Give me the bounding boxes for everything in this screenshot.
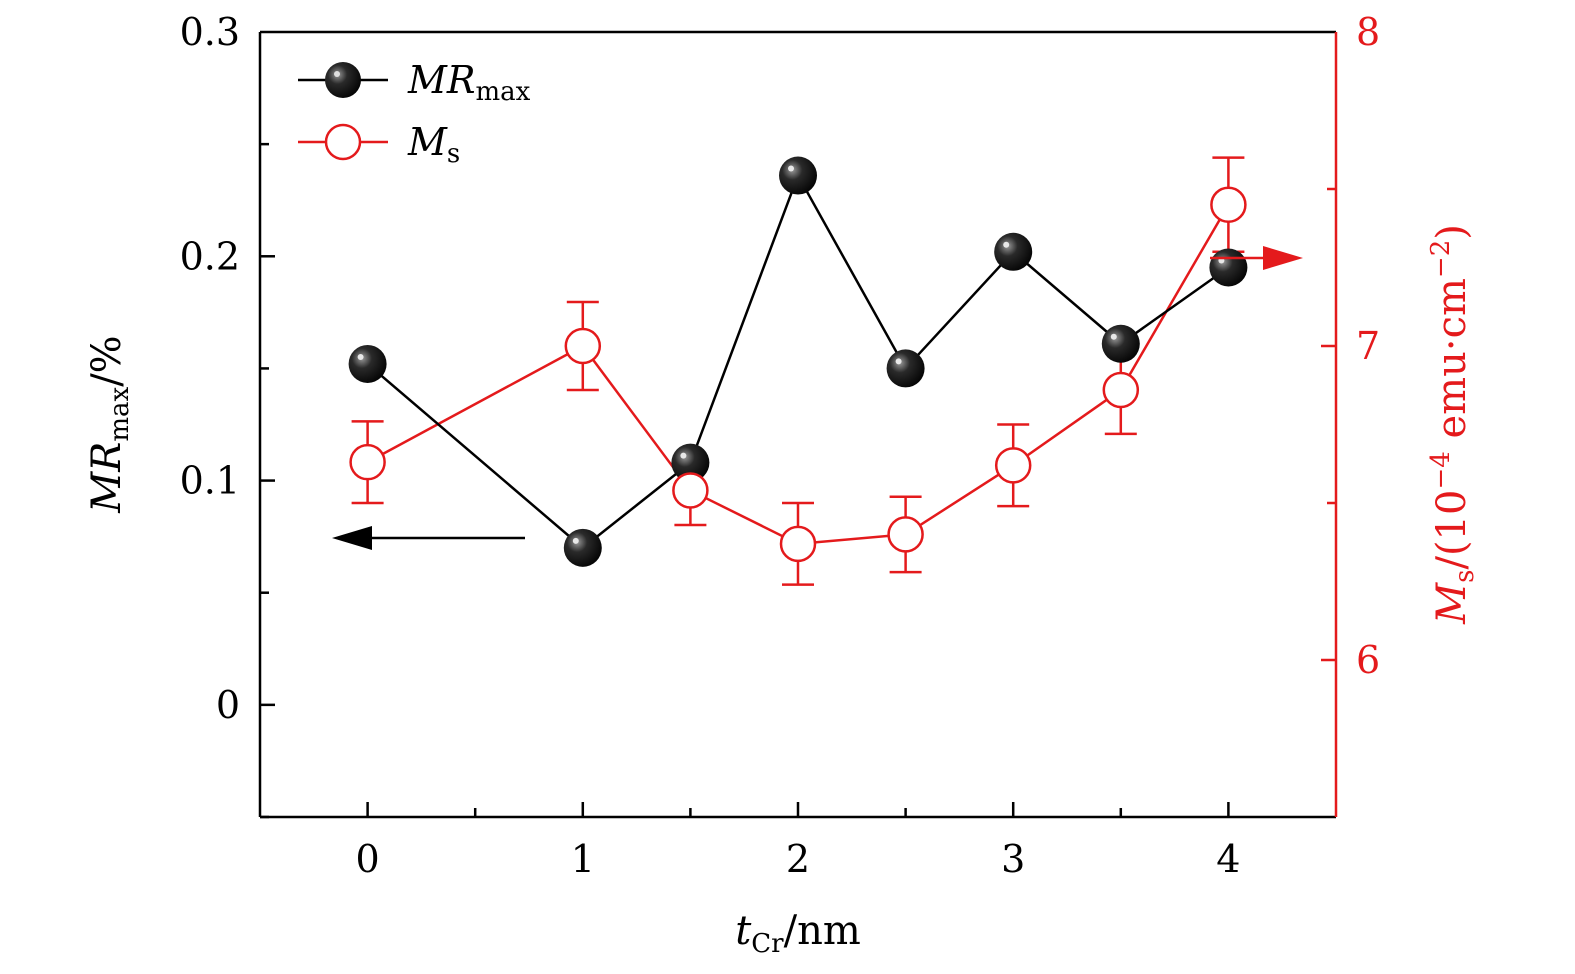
legend-marker-highlight [334,71,340,77]
legend-label-ms: Ms [407,120,460,169]
mr-max-point-highlight [680,452,687,459]
left-arrow-head [332,526,372,550]
y-axis-left-title: MRmax/% [84,335,135,513]
mr-max-point-highlight [788,165,794,172]
legend: MRmax Ms [298,58,531,169]
right-arrow-head [1263,246,1303,270]
y-right-tick-label: 7 [1356,324,1380,368]
mr-max-series-line [366,172,1230,550]
mr-max-point [779,156,817,195]
mr-max-point-highlight [1003,241,1010,248]
y-left-tick-label: 0.1 [180,459,240,503]
series-lines [366,172,1230,550]
ms-series-line [367,204,1230,546]
mr-max-point [886,349,925,388]
mr-max-point-highlight [1110,333,1117,340]
y-left-tick-label: 0.3 [180,10,240,54]
legend-entry-mr-max: MRmax [298,58,531,107]
ms-point [1102,371,1140,409]
mr-max-point-highlight [357,353,364,360]
legend-label-mr-max: MRmax [407,58,531,107]
mr-max-point [994,232,1033,271]
legend-marker-ms [324,123,362,161]
mr-max-point [563,528,602,567]
y-axis-right: 6 7 8 [1321,10,1380,682]
ms-point [672,472,709,509]
ms-point [1210,186,1247,223]
ms-point [564,327,602,365]
mr-max-point [1101,324,1140,363]
mr-max-point-highlight [572,537,579,544]
y-axis-left: 0 0.1 0.2 0.3 [180,10,275,819]
mr-max-point-highlight [895,358,902,365]
ms-point [994,447,1032,484]
mr-max-point [671,443,710,482]
error-bars [351,156,1245,586]
right-axis-arrow [1210,246,1303,270]
markers [348,156,1248,567]
y-axis-right-title: Ms/(10−4 emu·cm−2) [1426,224,1480,625]
left-axis-arrow [332,526,525,550]
ms-point [779,525,817,563]
legend-marker-mr-max [325,62,361,98]
y-right-tick-label: 8 [1356,10,1380,54]
x-tick-label: 3 [1001,837,1025,881]
x-tick-label: 1 [571,837,595,881]
ms-point [349,443,386,481]
mr-max-point [1209,248,1248,287]
x-tick-label: 2 [786,837,810,881]
ms-point [887,516,924,553]
x-axis: 0 1 2 3 4 [356,802,1240,881]
y-left-tick-label: 0.2 [180,234,240,278]
mr-max-point [348,344,387,383]
y-right-tick-label: 6 [1356,638,1380,682]
x-tick-label: 4 [1216,837,1240,881]
legend-entry-ms: Ms [298,120,460,169]
x-tick-label: 0 [356,837,380,881]
y-left-tick-label: 0 [216,683,240,727]
x-axis-title: tCr/nm [735,908,861,959]
